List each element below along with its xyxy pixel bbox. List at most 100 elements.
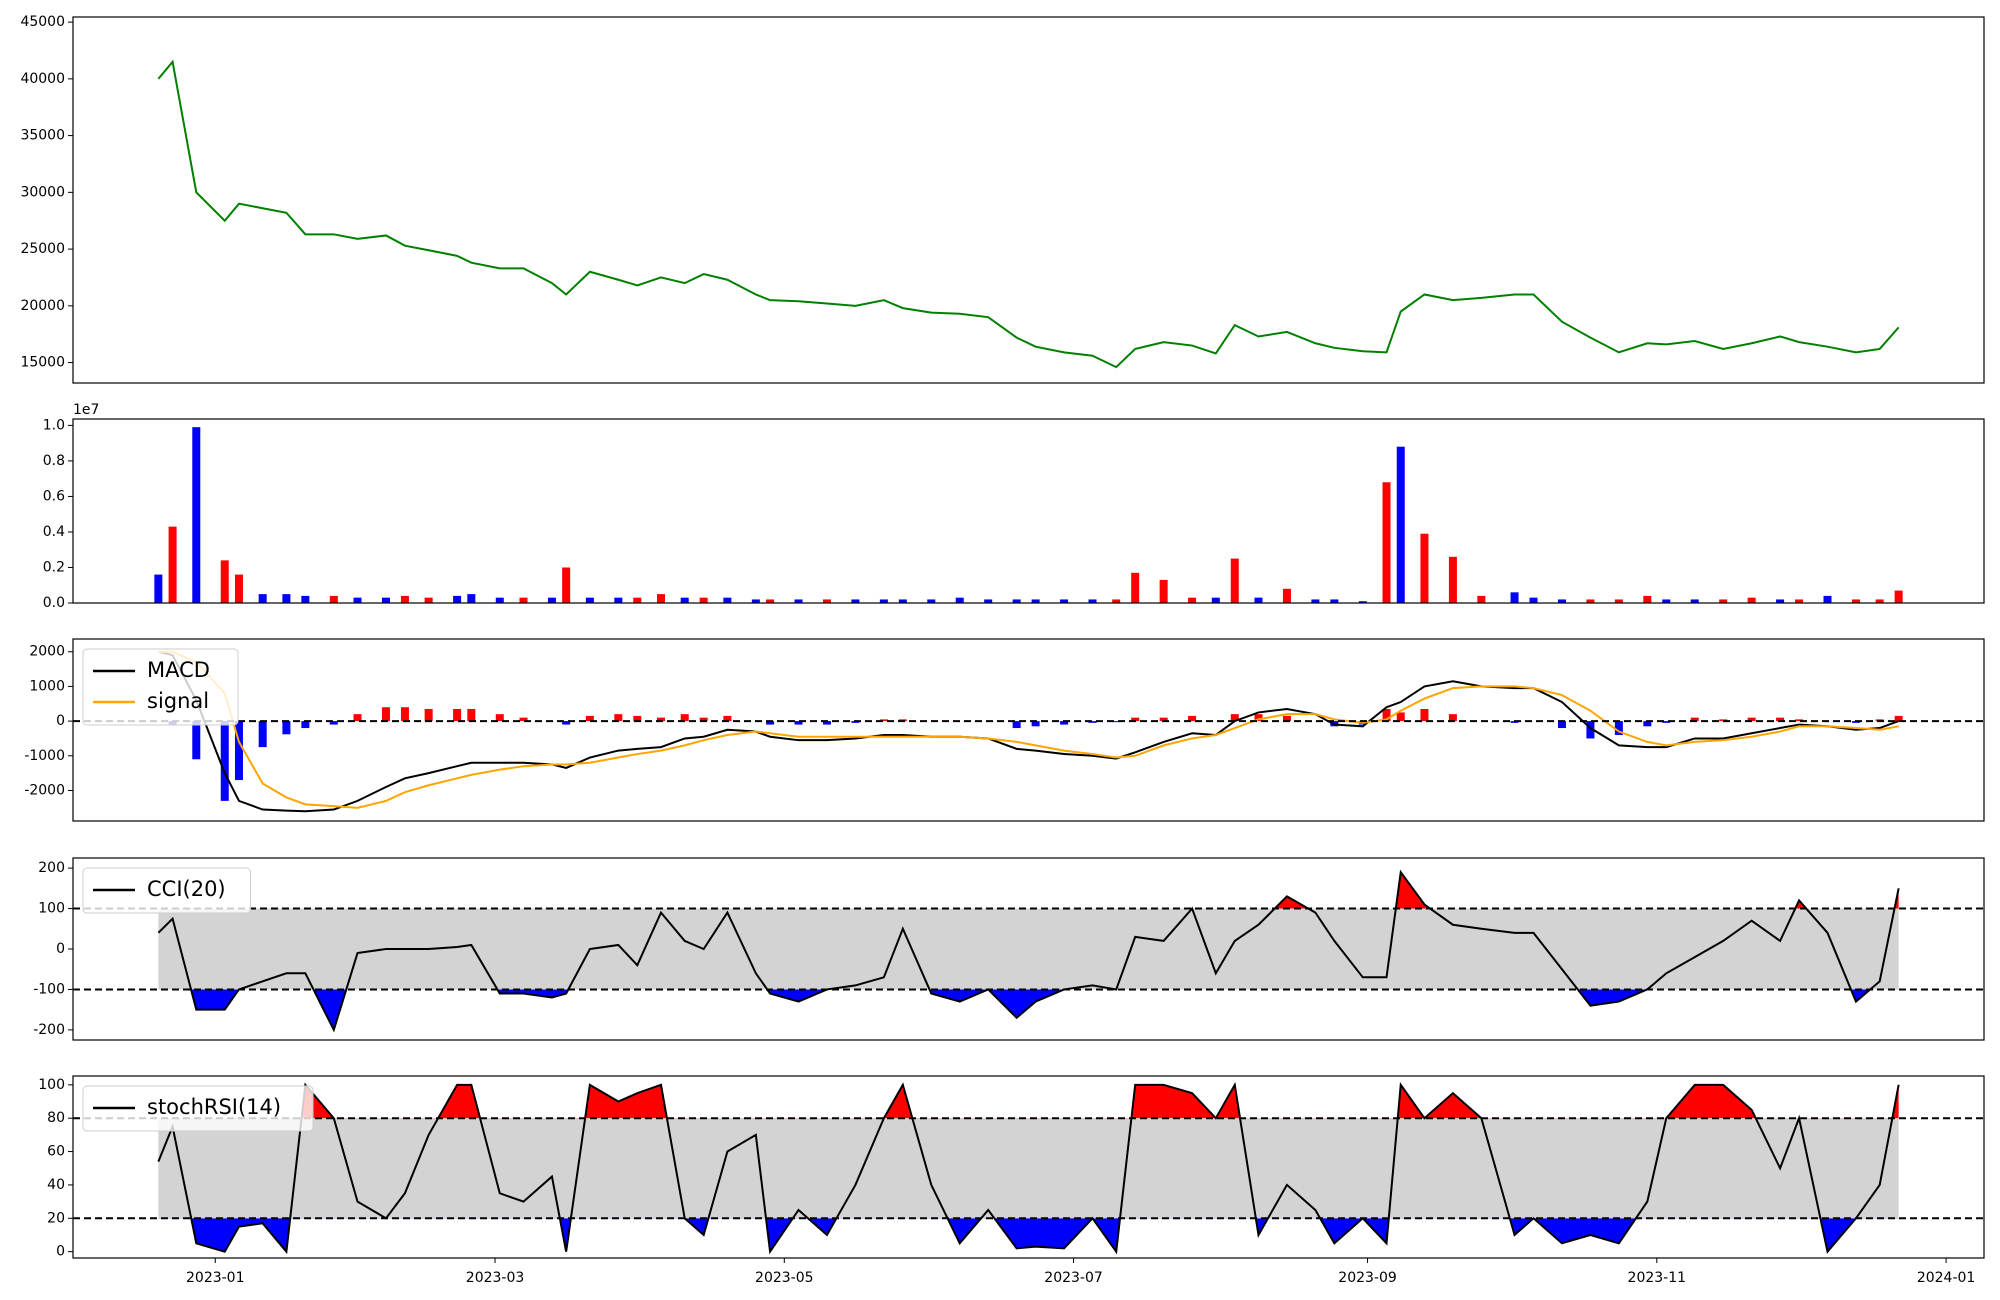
volume-bar — [657, 594, 665, 603]
histogram-bar — [1614, 721, 1623, 735]
y-tick-label: 0.2 — [43, 559, 65, 575]
volume-bar — [1188, 597, 1197, 603]
volume-bar — [1586, 599, 1595, 603]
volume-bar — [1112, 599, 1121, 603]
volume-bar — [258, 594, 267, 603]
y-tick-label: 0.8 — [43, 453, 65, 469]
y-tick-label: 0.6 — [43, 488, 65, 504]
volume-bar — [519, 597, 528, 603]
histogram-bar — [1112, 721, 1121, 723]
volume-bar — [927, 599, 936, 603]
legend-label: CCI(20) — [147, 877, 226, 901]
x-tick-label: 2023-01 — [186, 1270, 245, 1286]
y-tick-label: 100 — [38, 901, 65, 917]
y-offset-label: 1e7 — [73, 402, 99, 418]
volume-bar — [955, 597, 964, 603]
volume-bar — [1448, 556, 1457, 603]
volume-bar — [1282, 588, 1291, 603]
volume-bar — [1311, 599, 1320, 603]
histogram-bar — [1188, 715, 1197, 722]
histogram-bar — [1012, 721, 1021, 729]
volume-bar — [220, 560, 229, 603]
volume-bar — [898, 599, 907, 603]
volume-bar — [329, 595, 338, 603]
histogram-bar — [879, 719, 888, 722]
threshold-band — [158, 1118, 1899, 1219]
y-tick-label: 2000 — [29, 644, 65, 660]
x-tick-label: 2023-07 — [1044, 1270, 1103, 1286]
histogram-bar — [657, 717, 665, 722]
volume-bar — [282, 594, 291, 603]
axes-frame — [72, 418, 1985, 604]
volume-bar — [1875, 599, 1884, 603]
y-tick-label: 20 — [47, 1210, 65, 1226]
y-tick-label: 1000 — [29, 678, 65, 694]
plot-area — [157, 869, 1900, 1033]
histogram-bar — [1031, 721, 1040, 727]
histogram-bar — [1230, 714, 1239, 722]
histogram-bar — [1690, 717, 1699, 722]
histogram-bar — [1382, 708, 1391, 722]
volume-bar — [154, 574, 163, 603]
legend-box — [82, 1085, 314, 1132]
histogram-bar — [353, 714, 362, 722]
volume-bar — [766, 599, 775, 603]
volume-bar — [562, 567, 571, 603]
volume-bar — [1031, 599, 1040, 603]
y-tick-label: -2000 — [24, 782, 65, 798]
histogram-bar — [822, 721, 831, 725]
volume-bar — [1012, 599, 1021, 603]
volume-bar — [467, 594, 476, 603]
y-tick-label: 35000 — [20, 128, 65, 144]
volume-bar — [168, 526, 177, 603]
volume-bar — [547, 597, 556, 603]
x-tick-label: 2023-09 — [1338, 1270, 1397, 1286]
y-tick-label: 0 — [56, 713, 65, 729]
histogram-bar — [1586, 721, 1595, 739]
axes-frame — [72, 16, 1985, 384]
volume-bar — [1747, 597, 1756, 603]
histogram-bar — [1776, 717, 1785, 722]
volume-bar — [1643, 595, 1652, 603]
y-tick-label: 30000 — [20, 184, 65, 200]
volume-bar — [633, 597, 642, 603]
volume-bar — [453, 595, 462, 603]
volume-bar — [680, 597, 689, 603]
volume-bar — [1477, 595, 1486, 603]
volume-bar — [424, 597, 433, 603]
volume-bar — [1614, 599, 1623, 603]
histogram-bar — [680, 714, 689, 722]
series-line — [158, 650, 1899, 809]
threshold-band — [158, 908, 1899, 990]
series-line — [157, 59, 1900, 369]
legend-label: signal — [147, 689, 209, 713]
y-tick-label: 45000 — [20, 14, 65, 30]
volume-bar — [1894, 590, 1903, 603]
plot-area — [158, 650, 1903, 813]
x-tick-label: 2024-01 — [1917, 1270, 1976, 1286]
histogram-bar — [1088, 721, 1097, 723]
legend-box — [82, 648, 239, 726]
histogram-bar — [1254, 714, 1263, 722]
histogram-bar — [766, 721, 775, 725]
histogram-bar — [424, 708, 433, 722]
histogram-bar — [1448, 714, 1457, 722]
fill-below — [158, 1218, 1899, 1252]
series-line — [158, 650, 1899, 813]
histogram-bar — [1894, 715, 1903, 722]
y-tick-label: 20000 — [20, 298, 65, 314]
volume-bar — [699, 597, 708, 603]
y-tick-label: 40 — [47, 1177, 65, 1193]
axes-frame — [72, 1075, 1985, 1259]
volume-bar — [1795, 599, 1804, 603]
plot-area — [154, 427, 1903, 603]
y-tick-label: 0 — [56, 941, 65, 957]
histogram-bar — [723, 715, 732, 722]
volume-bar — [1851, 599, 1860, 603]
histogram-bar — [1795, 719, 1804, 722]
histogram-bar — [329, 721, 338, 725]
volume-bar — [822, 599, 831, 603]
histogram-bar — [467, 708, 476, 722]
histogram-bar — [1396, 712, 1405, 722]
volume-bar — [1254, 597, 1263, 603]
